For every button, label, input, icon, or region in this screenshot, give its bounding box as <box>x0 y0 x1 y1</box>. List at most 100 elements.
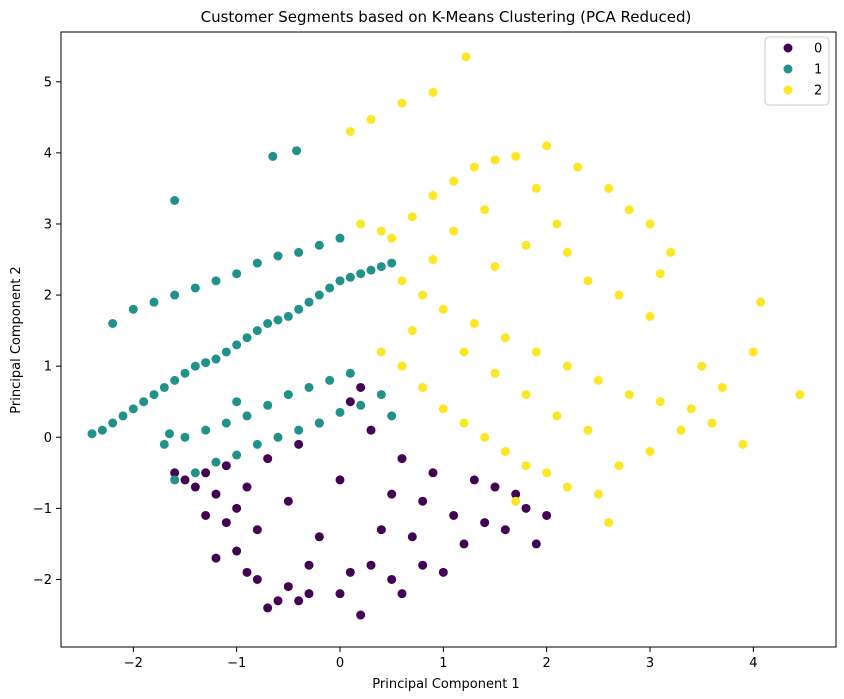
data-point <box>190 283 200 293</box>
data-point <box>201 425 211 435</box>
data-point <box>232 340 242 350</box>
data-point <box>469 475 479 485</box>
data-point <box>738 439 748 449</box>
data-point <box>449 510 459 520</box>
data-point <box>366 114 376 124</box>
data-point <box>242 411 252 421</box>
data-point <box>221 461 231 471</box>
data-point <box>201 468 211 478</box>
data-point <box>366 425 376 435</box>
data-point <box>459 347 469 357</box>
x-tick-label: 3 <box>646 656 654 671</box>
data-point <box>118 411 128 421</box>
data-point <box>521 240 531 250</box>
data-point <box>511 151 521 161</box>
data-point <box>397 276 407 286</box>
data-point <box>294 425 304 435</box>
data-point <box>304 589 314 599</box>
data-point <box>232 546 242 556</box>
data-point <box>521 461 531 471</box>
data-point <box>283 496 293 506</box>
data-point <box>294 247 304 257</box>
data-point <box>128 404 138 414</box>
data-point <box>407 532 417 542</box>
data-point <box>335 475 345 485</box>
data-point <box>748 347 758 357</box>
legend-marker <box>783 64 793 74</box>
data-point <box>159 439 169 449</box>
data-point <box>232 503 242 513</box>
data-point <box>511 496 521 506</box>
data-point <box>531 539 541 549</box>
data-point <box>666 247 676 257</box>
x-axis-title: Principal Component 1 <box>372 677 519 692</box>
data-point <box>211 354 221 364</box>
legend-label: 1 <box>814 63 822 78</box>
y-tick-label: 5 <box>44 75 52 90</box>
data-point <box>263 319 273 328</box>
data-point <box>573 162 583 172</box>
data-point <box>356 269 366 279</box>
data-point <box>232 397 242 407</box>
data-point <box>252 574 262 584</box>
series-0 <box>170 382 552 620</box>
y-tick-label: 1 <box>44 360 52 375</box>
legend: 0 1 2 <box>764 36 830 106</box>
data-point <box>707 418 717 428</box>
data-point <box>428 255 438 265</box>
data-point <box>170 375 180 385</box>
data-point <box>562 247 572 257</box>
data-point <box>87 429 97 439</box>
data-point <box>686 404 696 414</box>
data-point <box>325 375 335 385</box>
data-point <box>201 358 211 368</box>
data-point <box>562 361 572 371</box>
data-point <box>428 191 438 201</box>
chart-title: Customer Segments based on K-Means Clust… <box>201 8 692 26</box>
data-point <box>387 258 397 268</box>
data-point <box>542 510 552 520</box>
data-point <box>345 567 355 577</box>
data-point <box>397 454 407 464</box>
data-point <box>645 446 655 456</box>
data-point <box>676 425 686 435</box>
data-point <box>376 390 386 400</box>
x-tick-label: −1 <box>227 656 246 671</box>
data-point <box>356 382 366 392</box>
data-point <box>583 276 593 286</box>
legend-marker <box>783 85 793 95</box>
y-tick-label: 0 <box>44 431 52 446</box>
data-point <box>345 272 355 282</box>
data-point <box>795 390 805 400</box>
x-tick-label: 4 <box>749 656 757 671</box>
data-point <box>180 368 190 378</box>
data-point <box>252 258 262 268</box>
data-point <box>604 183 614 193</box>
data-point <box>438 304 448 314</box>
legend-marker <box>783 43 793 53</box>
data-point <box>376 226 386 236</box>
data-point <box>263 400 273 410</box>
data-point <box>283 390 293 400</box>
data-point <box>461 52 471 62</box>
data-point <box>190 361 200 371</box>
data-point <box>139 397 149 407</box>
data-point <box>356 610 366 620</box>
data-point <box>232 269 242 279</box>
data-point <box>397 98 407 108</box>
data-point <box>376 525 386 535</box>
y-tick-label: 3 <box>44 217 52 232</box>
y-tick-label: −1 <box>33 502 52 517</box>
data-point <box>562 482 572 492</box>
data-point <box>521 503 531 513</box>
data-point <box>490 155 500 165</box>
data-point <box>490 262 500 272</box>
data-point <box>366 560 376 570</box>
data-point <box>521 390 531 400</box>
data-point <box>263 603 273 613</box>
data-point <box>149 390 159 400</box>
data-point <box>283 582 293 592</box>
data-point <box>345 397 355 407</box>
data-point <box>221 418 231 428</box>
